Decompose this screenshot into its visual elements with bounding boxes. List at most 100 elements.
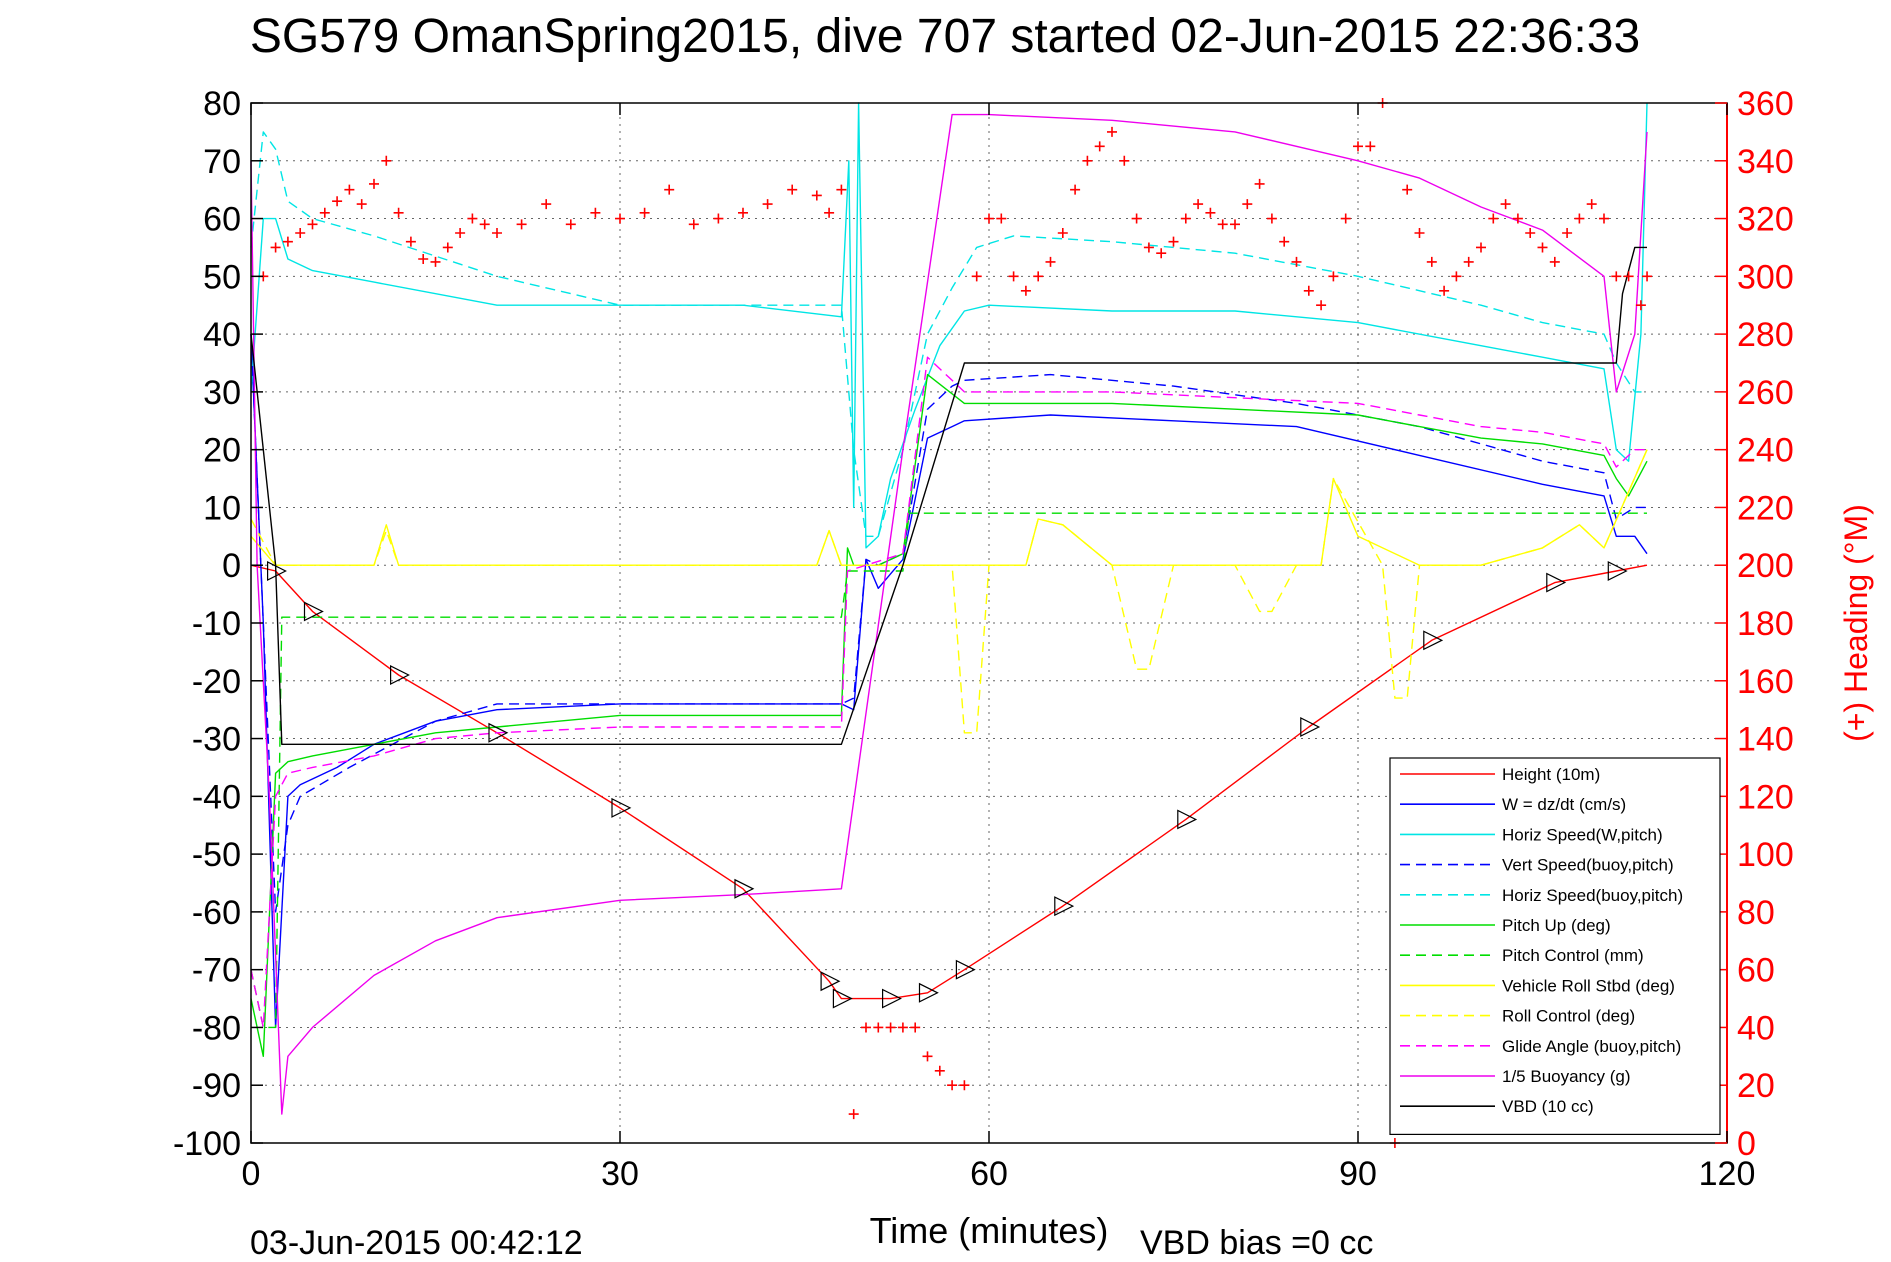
heading-marker [1488,213,1499,224]
heading-marker [1328,271,1339,282]
heading-marker [984,213,994,224]
heading-marker [1549,256,1560,267]
legend-label-pitch-up-deg: Pitch Up (deg) [1502,916,1611,935]
heading-marker [922,1051,933,1062]
y-tick-label: -40 [192,778,241,816]
series-line-glide-angle-buoy-pitch [250,356,1647,1029]
series-line-horiz-speed-buoy-pitch [250,131,1647,537]
y-tick-label: 50 [203,258,241,296]
right-tick-label: 240 [1737,432,1794,470]
heading-marker [356,199,367,210]
heading-marker [762,199,773,210]
heading-marker [615,213,625,224]
heading-marker [1008,271,1019,282]
heading-marker [1266,213,1277,224]
y-tick-label: -90 [192,1067,241,1105]
y-tick-label: -50 [192,836,241,874]
right-tick-label: 220 [1737,489,1794,527]
heading-marker [418,254,429,264]
right-tick-label: 320 [1737,201,1794,239]
y-tick-label: -70 [192,952,241,990]
heading-marker [664,184,675,195]
y-tick-label: -60 [192,894,241,932]
heading-marker [1193,199,1204,210]
y-tick-label: 0 [222,547,241,585]
heading-marker [811,190,822,201]
y-tick-label: -10 [192,605,241,643]
legend-label-horiz-speed-w-pitch: Horiz Speed(W,pitch) [1502,825,1663,844]
right-tick-label: 40 [1737,1009,1775,1047]
right-tick-label: 120 [1737,778,1794,816]
x-tick-label: 30 [601,1155,639,1193]
y-tick-label: 40 [203,316,241,354]
heading-marker [959,1080,970,1091]
height-marker [734,878,755,899]
heading-marker [467,213,478,224]
heading-marker [885,1022,896,1033]
legend-label-pitch-control-mm: Pitch Control (mm) [1502,946,1644,965]
height-marker [1300,717,1321,737]
heading-marker [1414,228,1425,238]
heading-marker [1439,285,1450,296]
heading-marker [738,207,748,218]
heading-marker [861,1022,871,1033]
heading-marker [393,207,404,218]
heading-marker [369,178,379,189]
heading-marker [947,1080,958,1091]
axes: 0 30 60 90 120-100-90-80-70-60-50-40-30-20-1… [173,85,1794,1193]
heading-marker [1070,184,1081,195]
x-axis-label: Time (minutes) [870,1210,1109,1251]
height-marker [1054,896,1075,917]
right-tick-label: 0 [1737,1125,1756,1163]
heading-marker [1217,219,1228,230]
y-tick-label: 10 [203,489,241,527]
heading-marker [1057,228,1068,238]
heading-marker [1574,213,1585,224]
y-tick-label: -20 [192,663,241,701]
right-axis-label: (+) Heading (°M) [1838,504,1874,742]
right-tick-label: 280 [1737,316,1794,354]
x-tick-label: 0 [242,1155,261,1193]
heading-marker [307,219,318,230]
right-tick-label: 260 [1737,374,1794,412]
right-tick-label: 200 [1737,547,1794,585]
heading-marker [1131,213,1142,224]
y-tick-label: 20 [203,432,241,470]
right-tick-label: 180 [1737,605,1794,643]
right-tick-label: 60 [1737,952,1775,990]
heading-marker [897,1022,908,1033]
height-marker [918,982,939,1003]
height-marker [955,959,976,980]
heading-marker [1082,155,1093,166]
y-tick-label: -30 [192,721,241,759]
x-tick-label: 60 [970,1155,1008,1193]
heading-marker [1402,184,1413,195]
heading-marker [1642,271,1653,282]
heading-marker [1525,228,1536,238]
y-tick-label: -80 [192,1009,241,1047]
legend-label-horiz-speed-buoy-pitch: Horiz Speed(buoy,pitch) [1502,886,1683,905]
heading-marker [824,207,835,218]
height-marker [303,601,324,622]
heading-marker [1303,285,1314,296]
series-line-horiz-speed-w-pitch [250,102,1648,549]
legend-label-height-10m: Height (10m) [1502,765,1600,784]
heading-marker [1045,256,1056,267]
heading-marker [1611,271,1622,282]
heading-marker [1537,242,1548,253]
heading-marker [1623,271,1634,282]
y-tick-label: -100 [173,1125,241,1163]
right-tick-label: 140 [1737,721,1794,759]
heading-marker [1094,141,1105,152]
heading-marker [1599,213,1609,224]
height-marker [1546,572,1567,593]
heading-marker [319,207,330,218]
heading-marker [1500,199,1511,210]
heading-marker [1230,219,1240,230]
footer-timestamp: 03-Jun-2015 00:42:12 [250,1224,583,1262]
right-tick-label: 100 [1737,836,1794,874]
heading-marker [1340,213,1351,224]
heading-marker [430,256,441,267]
height-marker [1607,561,1628,581]
